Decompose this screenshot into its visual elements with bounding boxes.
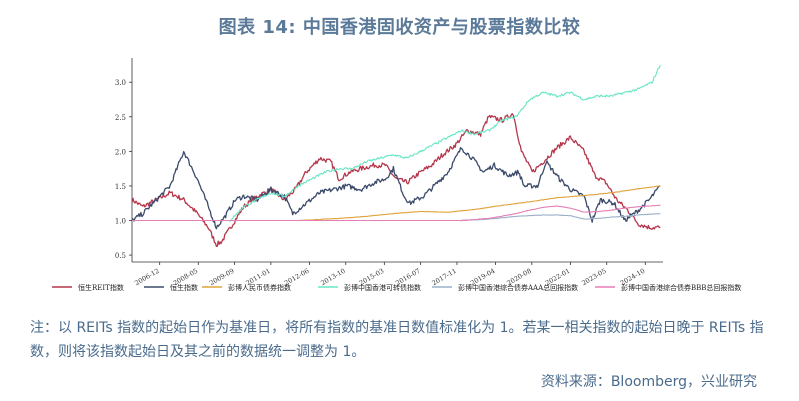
chart-note: 注：以 REITs 指数的起始日作为基准日，将所有指数的基准日数值标准化为 1。… bbox=[30, 320, 764, 360]
x-tick-label: 2013-10 bbox=[319, 267, 346, 287]
series-line bbox=[131, 113, 661, 248]
y-tick-label: 0.5 bbox=[115, 252, 126, 260]
y-tick-label: 3.0 bbox=[115, 79, 126, 87]
legend-label: 彭博中国香港可转债指数 bbox=[344, 283, 421, 292]
legend: 恒生REIT指数 恒生指数 彭博人民币债券指数 彭博中国香港可转债指数 彭博中国香港综合… bbox=[52, 283, 741, 292]
legend-label: 恒生指数 bbox=[170, 283, 198, 292]
series-line bbox=[131, 147, 661, 230]
y-tick-label: 2.5 bbox=[115, 114, 126, 122]
legend-label: 彭博人民币债券指数 bbox=[228, 283, 291, 292]
chart-source: 资料来源：Bloomberg，兴业研究 bbox=[540, 374, 757, 390]
series-lines bbox=[131, 64, 661, 248]
series-line bbox=[132, 64, 661, 222]
legend-label: 恒生REIT指数 bbox=[78, 283, 124, 292]
chart-title: 图表 14: 中国香港固收资产与股票指数比较 bbox=[218, 17, 581, 38]
x-tick-label: 2023-05 bbox=[580, 267, 607, 287]
y-tick-label: 1.0 bbox=[115, 218, 126, 226]
legend-label: 彭博中国香港综合债券BBB总回报指数 bbox=[621, 283, 741, 292]
y-tick-label: 1.5 bbox=[115, 183, 126, 191]
series-line bbox=[132, 204, 661, 222]
x-tick-label: 2017-11 bbox=[431, 267, 458, 287]
y-tick-label: 2.0 bbox=[115, 148, 126, 156]
x-tick-label: 2006-12 bbox=[133, 267, 160, 287]
legend-label: 彭博中国香港综合债券AAA总回报指数 bbox=[458, 283, 578, 292]
